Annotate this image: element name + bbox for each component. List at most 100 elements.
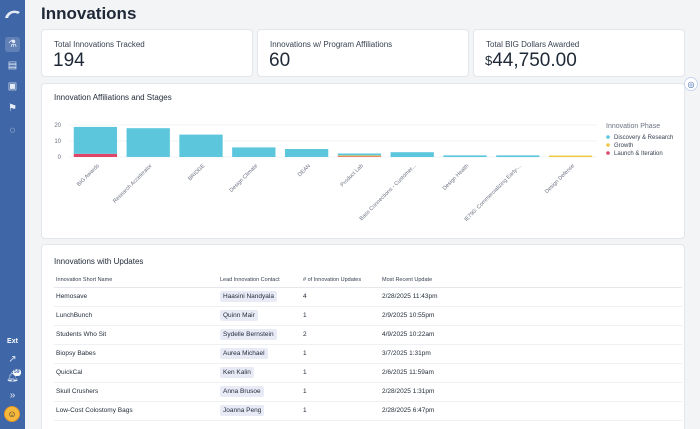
contact-pill[interactable]: Quinn Mair [220,310,258,321]
update-count: 1 [301,344,380,364]
lead-contact-cell: Joanna Peng [218,401,301,421]
assistant-button[interactable]: ◎ [684,77,698,91]
recent-update-date: 2/28/2025 6:47pm [380,401,682,421]
lead-contact-cell: Ken Kalin [218,363,301,383]
y-tick-label: 0 [58,155,62,161]
innovation-name[interactable]: Low-Cost Colostomy Bags [54,401,218,421]
lightbulb-icon[interactable]: ◌ [9,125,16,136]
archive-icon[interactable]: ▤ [7,60,18,71]
table-row[interactable]: Students Who Sit Sydelle Bernstein 2 4/9/20… [54,325,682,345]
legend-swatch [606,143,610,147]
update-count: 1 [301,363,380,383]
update-count: 2 [301,325,380,345]
bar-segment [179,134,223,157]
expand-icon[interactable]: » [9,390,16,401]
bar-segment [548,155,593,157]
table-row[interactable]: QuickCal Ken Kalin 1 2/6/2025 11:59am [54,363,682,383]
kpi-amount: 44,750.00 [492,50,577,71]
legend-title: Innovation Phase [606,123,660,130]
recent-update-date: 2/28/2025 11:43pm [380,287,682,307]
kpi-label: Total BIG Dollars Awarded [486,40,580,49]
table-row[interactable]: Biopsy Babes Aurea Michael 1 3/7/2025 1:31p… [54,344,682,364]
kpi-card-big-dollars: Total BIG Dollars Awarded $44,750.00 [473,29,685,77]
innovation-name[interactable]: Skull Crushers [54,382,218,402]
lead-contact-cell: Anna Brusoe [218,382,301,402]
table-row[interactable]: LunchBunch Quinn Mair 1 2/9/2025 10:55pm [54,306,682,326]
table-header-row: Innovation Short Name Lead Innovation Co… [54,273,682,288]
updates-card: Innovations with Updates Innovation Shor… [41,244,685,429]
lead-contact-cell: Quinn Mair [218,306,301,326]
legend-swatch [606,135,610,139]
ext-button[interactable]: Ext [7,337,18,345]
bar-segment [337,156,382,157]
contact-pill[interactable]: Anna Brusoe [220,386,264,397]
chart-card: Innovation Affiliations and Stages 0 10 20… [41,83,685,239]
lead-contact-cell: Aurea Michael [218,344,301,364]
contact-pill[interactable]: Sydelle Bernstein [220,329,277,340]
innovation-name[interactable]: LunchBunch [54,306,218,326]
recent-update-date: 2/9/2025 10:55pm [380,306,682,326]
bar-segment [73,126,118,154]
gift-icon[interactable]: ▣ [7,81,18,92]
kpi-card-total-innovations: Total Innovations Tracked 194 [41,29,253,77]
column-header[interactable]: # of Innovation Updates [301,273,380,288]
x-tick-label: Product Lab [340,163,365,188]
x-tick-label: BIG Awards [76,163,101,188]
bar-segment [443,155,487,157]
bar-segment [337,153,382,156]
flask-icon[interactable]: ⚗ [5,37,20,52]
contact-pill[interactable]: Aurea Michael [220,348,268,359]
update-count: 1 [301,382,380,402]
legend-entry: Discovery & Research [614,135,673,141]
affiliations-chart: 0 10 20 BIG Awards Research Accelerator BRIDG… [54,123,673,223]
kpi-value: 194 [53,50,85,71]
contact-pill[interactable]: Joanna Peng [220,405,265,416]
column-header[interactable]: Innovation Short Name [54,273,218,288]
bar-segment [284,149,329,157]
innovation-name[interactable]: Hemosave [54,287,218,307]
sidebar: ⚗ ▤ ▣ ⚑ ◌ Ext ↗ 🔔︎ 59 » ☺ [0,0,25,429]
lead-contact-cell: Haasini Nandyala [218,287,301,307]
x-tick-label: Design Climate [229,163,260,194]
x-tick-label: BRIDGE [187,163,206,182]
contact-pill[interactable]: Ken Kalin [220,367,254,378]
avatar[interactable]: ☺ [4,406,20,422]
table-row[interactable]: Skull Crushers Anna Brusoe 1 2/28/2025 1:31… [54,382,682,402]
share-icon[interactable]: ↗ [8,354,17,365]
notification-badge: 59 [13,369,21,376]
table-row[interactable]: Hemosave Haasini Nandyala 4 2/28/2025 11:43… [54,287,682,307]
kpi-label: Total Innovations Tracked [54,40,145,49]
kpi-card-program-affiliations: Innovations w/ Program Affiliations 60 [257,29,469,77]
innovation-name[interactable]: Biopsy Babes [54,344,218,364]
x-tick-label: Bass Connections - Customer... [359,163,418,222]
x-tick-label: Design Health [442,163,471,192]
recent-update-date: 2/6/2025 11:59am [380,363,682,383]
kpi-value: 60 [269,50,291,71]
x-tick-label: DEAN [297,163,312,178]
column-header[interactable]: Most Recent Update [380,273,682,288]
innovation-name[interactable]: QuickCal [54,363,218,383]
x-tick-label: Research Accelerator [112,163,154,205]
column-header[interactable]: Lead Innovation Contact [218,273,301,288]
legend-entry: Launch & Iteration [614,151,663,157]
bar-segment [232,147,276,157]
bar-segment [73,153,118,157]
page-title: Innovations [41,4,137,23]
updates-table: Innovation Short Name Lead Innovation Co… [54,273,682,421]
update-count: 1 [301,401,380,421]
recent-update-date: 4/9/2025 10:22am [380,325,682,345]
legend-entry: Growth [614,143,633,149]
contact-pill[interactable]: Haasini Nandyala [220,291,277,302]
app-logo-icon[interactable] [4,8,21,20]
bell-icon[interactable]: 🔔︎ [6,372,19,383]
table-row[interactable]: Low-Cost Colostomy Bags Joanna Peng 1 2/28/… [54,401,682,421]
y-tick-label: 20 [54,123,61,129]
x-tick-label: IE790: Commercializing Early-... [463,163,523,223]
updates-title: Innovations with Updates [54,257,144,266]
recent-update-date: 2/28/2025 1:31pm [380,382,682,402]
flag-icon[interactable]: ⚑ [8,103,17,114]
bar-segment [126,128,170,157]
innovation-name[interactable]: Students Who Sit [54,325,218,345]
bar-segment [496,155,540,157]
lead-contact-cell: Sydelle Bernstein [218,325,301,345]
